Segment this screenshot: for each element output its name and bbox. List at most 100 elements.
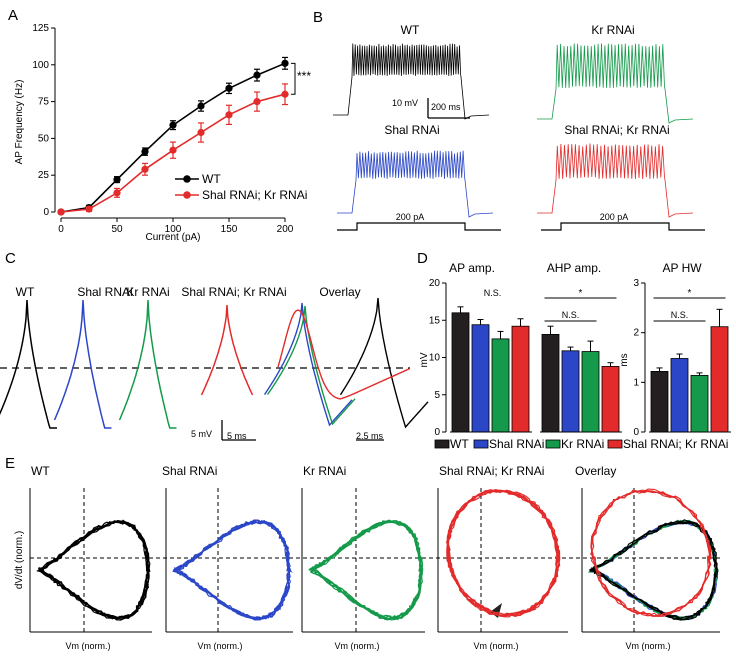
bar-tick-label-y: 0 — [633, 427, 639, 438]
bar-tick-label-y: 20 — [429, 278, 441, 289]
data-point-1-2 — [113, 189, 121, 197]
trace-title-shal-kr: Shal RNAi; Kr RNAi — [564, 123, 669, 137]
significance-bracket — [291, 62, 296, 95]
ap-title-overlay: Overlay — [319, 285, 360, 299]
phase-loop-2 — [310, 521, 424, 621]
panel-a-xlabel: Current (pA) — [145, 232, 200, 243]
phase-loop-1 — [174, 520, 291, 621]
phase-loop-0 — [39, 521, 150, 620]
panel-label-d: D — [417, 250, 428, 267]
stimulus-b-right — [541, 222, 705, 231]
phase-loop-overlay-3 — [590, 490, 712, 617]
scalebar-b-ms: 200 ms — [431, 102, 461, 112]
data-point-0-2 — [113, 176, 121, 184]
legend-d-shal: Shal RNAi — [489, 437, 544, 451]
phase-loop-2 — [309, 520, 423, 620]
tick-label-a-x: 150 — [221, 224, 238, 235]
overlay-trace-shal-kr — [277, 309, 411, 400]
bar-title-ap-amp: AP amp. — [449, 261, 495, 275]
legend-d-shal-kr: Shal RNAi; Kr RNAi — [623, 437, 728, 451]
data-point-0-5 — [197, 102, 205, 110]
tick-label-a-x: 50 — [111, 224, 123, 235]
data-point-0-4 — [169, 121, 177, 129]
tick-label-a-y: 100 — [32, 60, 49, 71]
phase-loop-overlay-3 — [591, 489, 711, 617]
ap-title-kr: Kr RNAi — [126, 285, 169, 299]
scalebar-c-ms: 5 ms — [227, 431, 247, 441]
panel-a-ylabel: AP Frequency (Hz) — [14, 80, 25, 165]
tick-label-a-y: 75 — [38, 97, 50, 108]
phase-xlabel-overlay: Vm (norm.) — [626, 641, 671, 651]
bar-ylabel-mv: mV — [419, 352, 430, 367]
phase-loop-overlay-1 — [590, 519, 719, 621]
phase-loop-0 — [39, 519, 151, 621]
bar-1-1 — [561, 350, 580, 433]
ap-trace-kr — [118, 299, 177, 429]
phase-loop-overlay-3 — [590, 489, 712, 617]
bar-2-2 — [690, 374, 709, 433]
phase-loop-0 — [37, 520, 151, 619]
bar-0-3 — [511, 325, 530, 433]
phase-loop-2 — [309, 519, 423, 621]
phase-loop-2 — [311, 519, 422, 620]
ap-trace-wt — [0, 299, 57, 429]
phase-xlabel-wt: Vm (norm.) — [66, 641, 111, 651]
panel-d-legend: WT Shal RNAi Kr RNAi Shal RNAi; Kr RNAi — [434, 437, 728, 451]
bar-tick-label-y: 0 — [434, 427, 440, 438]
legend-swatch-wt — [434, 439, 450, 449]
trace-title-wt: WT — [401, 23, 420, 37]
phase-loop-2 — [308, 520, 424, 621]
phase-loop-0 — [38, 519, 151, 620]
phase-loop-overlay-1 — [589, 520, 718, 619]
phase-loop-0 — [37, 521, 150, 620]
stim-label-left: 200 pA — [396, 212, 425, 222]
trace-b-wt — [333, 43, 490, 120]
phase-loop-3 — [446, 489, 561, 617]
bar-ylabel-ms: ms — [619, 353, 630, 366]
scalebar-c-mv: 5 mV — [191, 429, 212, 439]
bar-tick-label-y: 5 — [434, 390, 440, 401]
tick-label-a-y: 25 — [38, 170, 50, 181]
data-point-0-8 — [281, 59, 289, 67]
phase-loop-1 — [172, 519, 291, 620]
data-point-1-1 — [85, 205, 93, 213]
data-point-1-0 — [57, 208, 65, 216]
trace-title-kr: Kr RNAi — [591, 23, 634, 37]
panel-b-firing-traces: WT Kr RNAi Shal RNAi Shal RNAi; Kr RNAi … — [333, 23, 705, 231]
tick-label-a-y: 125 — [32, 23, 49, 34]
phase-loop-3 — [447, 489, 561, 618]
legend-label-shal-kr: Shal RNAi; Kr RNAi — [202, 188, 307, 202]
phase-loop-2 — [308, 521, 424, 619]
scalebar-b-mv: 10 mV — [392, 98, 418, 108]
trace-b-kr — [537, 43, 694, 124]
bar-0-0 — [451, 312, 470, 433]
bar-annotation-ns-0: N.S. — [484, 288, 502, 298]
phase-loop-overlay-0 — [588, 519, 719, 621]
panel-a-legend: WT Shal RNAi; Kr RNAi — [175, 172, 307, 202]
trace-b-shal-kr — [537, 143, 694, 218]
phase-loop-3 — [446, 488, 559, 617]
bar-1-3 — [601, 366, 620, 433]
legend-marker-wt — [183, 175, 191, 183]
panel-label-b: B — [313, 9, 323, 26]
tick-label-a-y: 0 — [43, 207, 49, 218]
data-point-1-8 — [281, 90, 289, 98]
data-point-1-6 — [225, 111, 233, 119]
panel-c-action-potentials: WT Shal RNAi Kr RNAi Shal RNAi; Kr RNAi … — [0, 285, 429, 441]
stim-label-right: 200 pA — [600, 212, 629, 222]
data-point-1-3 — [141, 165, 149, 173]
data-point-0-7 — [253, 71, 261, 79]
bar-tick-label-y: 3 — [633, 278, 639, 289]
bar-1-2 — [581, 351, 600, 433]
bar-annotation-ns-2: N.S. — [671, 310, 689, 320]
phase-loop-overlay-0 — [589, 522, 719, 619]
panel-label-c: C — [5, 250, 16, 267]
phase-loop-overlay-2 — [588, 520, 718, 621]
bar-0-2 — [491, 338, 510, 433]
phase-xlabel-shal-kr: Vm (norm.) — [474, 641, 519, 651]
phase-xlabel-kr: Vm (norm.) — [335, 641, 380, 651]
phase-title-overlay: Overlay — [575, 464, 616, 478]
ap-trace-shal-kr — [200, 304, 254, 396]
overlay-trace-kr — [266, 305, 356, 426]
